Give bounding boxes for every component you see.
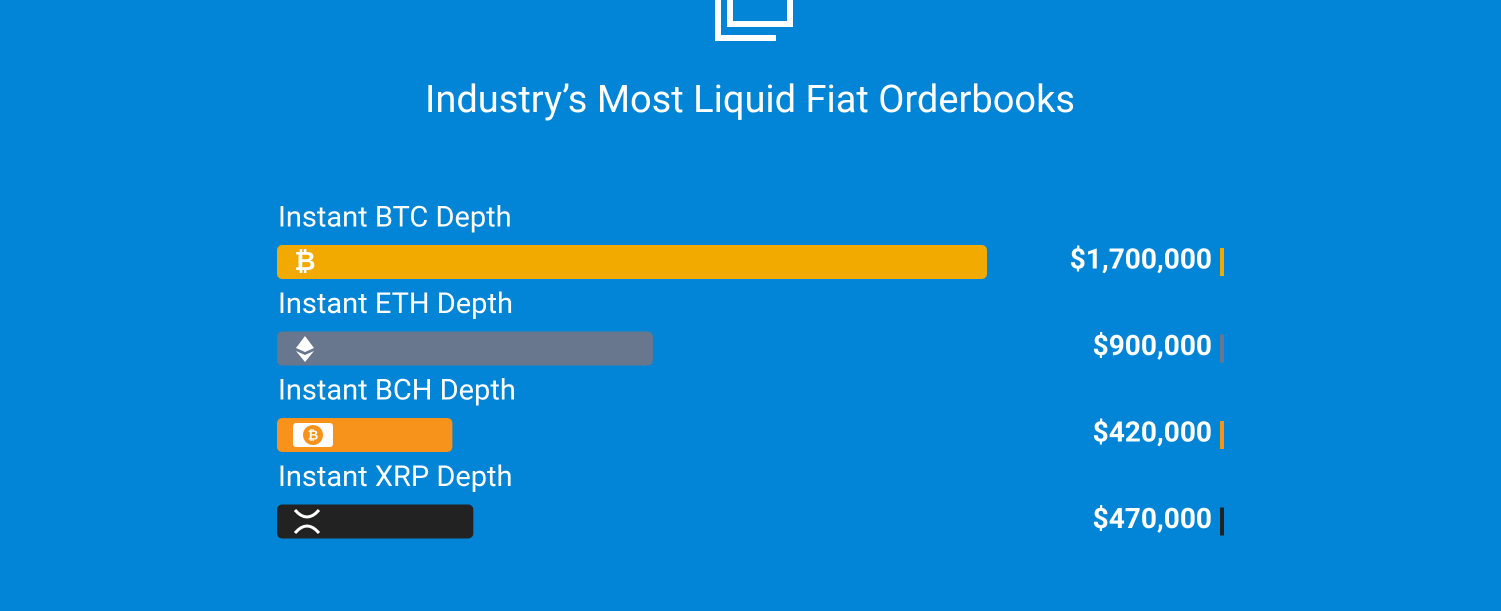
value-label: $420,000 — [1093, 415, 1212, 448]
eth-icon — [296, 336, 314, 362]
logo-icon — [715, 0, 793, 41]
value-label: $900,000 — [1093, 329, 1212, 362]
svg-text:₿: ₿ — [294, 247, 315, 277]
xrp-icon — [293, 508, 321, 535]
bar — [277, 245, 987, 279]
bch-icon: ₿ — [293, 423, 333, 447]
category-label: Instant BTC Depth — [278, 201, 512, 235]
btc-icon: ₿ — [294, 247, 315, 277]
chart-title: Industry’s Most Liquid Fiat Orderbooks — [425, 78, 1075, 122]
value-label: $1,700,000 — [1070, 242, 1212, 275]
category-label: Instant XRP Depth — [278, 460, 513, 494]
svg-text:₿: ₿ — [308, 428, 319, 443]
value-accent — [1220, 334, 1224, 363]
category-label: Instant ETH Depth — [278, 287, 513, 321]
bar — [277, 504, 474, 539]
value-accent — [1220, 421, 1224, 449]
value-accent — [1220, 507, 1224, 536]
value-label: $470,000 — [1093, 502, 1212, 535]
value-accent — [1220, 248, 1224, 276]
bar — [277, 331, 653, 366]
category-label: Instant BCH Depth — [278, 374, 516, 408]
